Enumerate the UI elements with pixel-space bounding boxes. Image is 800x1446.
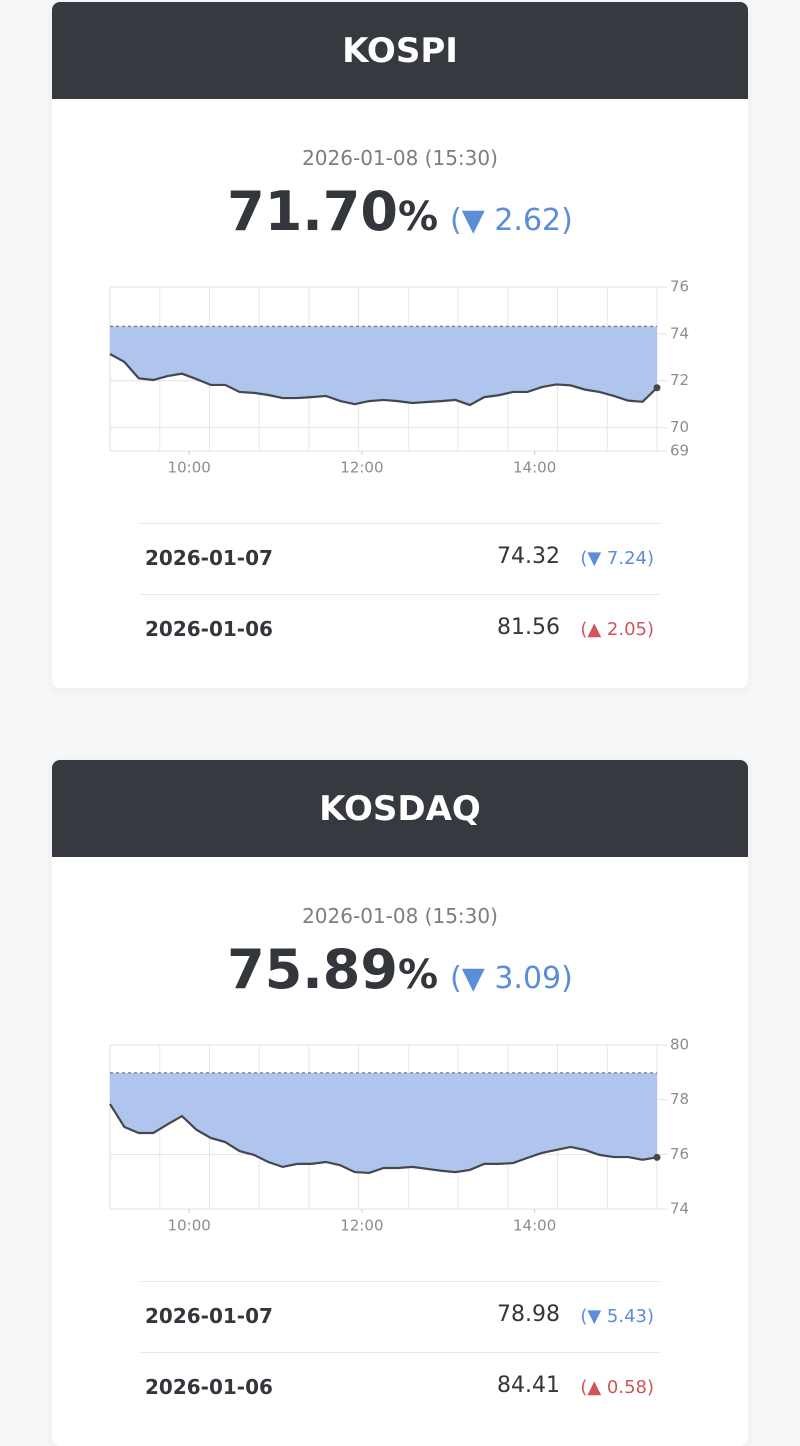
x-tick-label: 14:00 (513, 1217, 556, 1235)
chart: 74 76 78 80 10:00 12:00 14:00 (109, 1036, 689, 1235)
history-row: 2026-01-07 78.98 (▼ 5.43) (140, 1281, 660, 1352)
value: 71.70 (227, 180, 398, 243)
timestamp: 2026-01-08 (15:30) (302, 904, 498, 928)
card-title: KOSDAQ (52, 760, 748, 857)
x-tick-label: 14:00 (513, 459, 556, 477)
card: KOSPI 2026-01-08 (15:30) 71.70% (▼ 2.62) 202… (52, 2, 748, 688)
current-value: 75.89% (▼ 3.09) (52, 938, 748, 1001)
date: 2026-01-06 (145, 1375, 273, 1399)
close: 84.41 (497, 1373, 560, 1398)
area (110, 326, 657, 406)
y-tick-label: 69 (670, 442, 689, 460)
change: (▲ 2.05) (580, 619, 654, 640)
change: (▼ 5.43) (580, 1306, 654, 1327)
change: (▼ 7.24) (580, 548, 654, 569)
y-tick-label: 74 (670, 324, 689, 342)
unit: % (397, 952, 439, 998)
close: 81.56 (497, 615, 560, 640)
date: 2026-01-07 (145, 546, 273, 570)
x-tick-label: 10:00 (168, 1217, 211, 1235)
change: (▼ 3.09) (450, 961, 573, 996)
close: 78.98 (497, 1302, 560, 1327)
history-row: 2026-01-06 84.41 (▲ 0.58) (140, 1352, 660, 1423)
date: 2026-01-06 (145, 617, 273, 641)
last-point (653, 384, 661, 392)
series-line (109, 1103, 658, 1175)
series-line (109, 353, 658, 407)
history-row: 2026-01-07 74.32 (▼ 7.24) (140, 523, 660, 594)
x-tick-label: 10:00 (168, 459, 211, 477)
value: 75.89 (227, 938, 398, 1001)
history-row: 2026-01-06 81.56 (▲ 2.05) (140, 594, 660, 665)
last-point (653, 1153, 661, 1161)
y-tick-label: 70 (670, 418, 689, 436)
y-tick-label: 72 (670, 371, 689, 389)
y-tick-label: 78 (670, 1090, 689, 1108)
y-tick-label: 76 (670, 278, 689, 296)
y-tick-label: 76 (670, 1145, 689, 1163)
chart: 69 70 72 74 76 10:00 12:00 14:00 (109, 278, 689, 477)
card: KOSDAQ 2026-01-08 (15:30) 75.89% (▼ 3.09) 20… (52, 760, 748, 1446)
card-title: KOSPI (52, 2, 748, 99)
x-tick-label: 12:00 (340, 459, 383, 477)
x-tick-label: 12:00 (340, 1217, 383, 1235)
current-value: 71.70% (▼ 2.62) (52, 180, 748, 243)
page: KOSPI 2026-01-08 (15:30) 71.70% (▼ 2.62) 202… (52, 2, 748, 1399)
close: 74.32 (497, 544, 560, 569)
unit: % (397, 194, 439, 240)
y-tick-label: 74 (670, 1200, 689, 1218)
y-tick-label: 80 (670, 1036, 689, 1054)
area (110, 1072, 657, 1173)
change: (▼ 2.62) (450, 203, 573, 238)
date: 2026-01-07 (145, 1304, 273, 1328)
change: (▲ 0.58) (580, 1377, 654, 1398)
timestamp: 2026-01-08 (15:30) (302, 146, 498, 170)
